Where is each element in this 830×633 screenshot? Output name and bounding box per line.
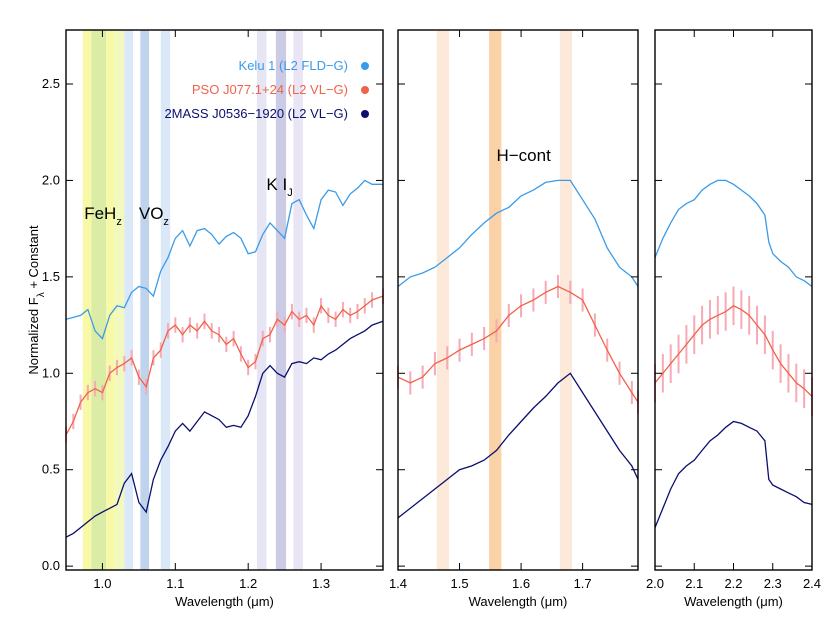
x-axis-title: Wavelength (μm)	[469, 594, 568, 609]
legend-marker	[361, 110, 369, 118]
series-line-1	[397, 179, 639, 288]
annotation: H−cont	[496, 146, 551, 165]
band-2-3	[559, 30, 573, 570]
annotation: K IJ	[266, 175, 292, 199]
band-2-2	[489, 30, 502, 570]
band-1-8	[256, 30, 267, 570]
x-tick-label: 2.1	[685, 576, 703, 591]
panel-frame	[397, 29, 639, 571]
y-tick-label: 2.5	[42, 76, 60, 91]
x-tick-label: 1.2	[239, 576, 257, 591]
band-1-2	[91, 30, 107, 570]
band-1-5	[124, 30, 134, 570]
series-line-1	[654, 179, 813, 288]
series-line-2	[397, 285, 639, 403]
x-tick-label: 1.1	[166, 576, 184, 591]
x-tick-label: 2.4	[803, 576, 821, 591]
panels-layer: 1.0 1.1 1.2 1.3 0.0 0.5 1.0 1.5 2.0 2.5 Wavelength…	[42, 29, 821, 609]
legend-label: PSO J077.1+24 (L2 VL−G)	[192, 82, 348, 97]
band-1-6	[140, 30, 150, 570]
legend: Kelu 1 (L2 FLD−G) PSO J077.1+24 (L2 VL−G)…	[164, 58, 369, 121]
y-axis-title-main: Normalized F	[26, 297, 41, 374]
series-line-1	[65, 179, 383, 340]
panel-frame	[65, 29, 384, 571]
x-tick-label: 2.2	[724, 576, 742, 591]
panel-3: 2.0 2.1 2.2 2.3 2.4 Wavelength (μm)	[646, 29, 821, 609]
annotation: FeHz	[84, 204, 122, 228]
x-axis-title: Wavelength (μm)	[175, 594, 274, 609]
x-tick-label: 2.0	[646, 576, 664, 591]
series-line-2	[65, 295, 384, 436]
x-tick-label: 2.3	[764, 576, 782, 591]
band-1-3	[106, 30, 115, 570]
x-axis-title: Wavelength (μm)	[684, 594, 783, 609]
legend-marker	[361, 62, 369, 70]
x-tick-label: 1.5	[450, 576, 468, 591]
band-1-4	[114, 30, 125, 570]
band-1-7	[160, 30, 171, 570]
annotation: VOz	[139, 204, 169, 228]
y-tick-label: 1.5	[42, 269, 60, 284]
legend-label: Kelu 1 (L2 FLD−G)	[239, 58, 348, 73]
x-tick-label: 1.6	[512, 576, 530, 591]
x-tick-label: 1.0	[93, 576, 111, 591]
y-tick-label: 1.0	[42, 365, 60, 380]
band-1-1	[82, 30, 92, 570]
series-line-2	[654, 305, 813, 397]
y-tick-label: 2.0	[42, 172, 60, 187]
x-tick-label: 1.4	[389, 576, 407, 591]
panel-2: 1.4 1.5 1.6 1.7 Wavelength (μm) H−cont	[389, 29, 639, 609]
y-axis-title-sub: λ	[36, 292, 47, 297]
series-line-3	[65, 320, 384, 538]
series-line-3	[397, 372, 639, 519]
band-1-9	[275, 30, 287, 570]
series-line-3	[654, 420, 813, 528]
band-1-10	[293, 30, 303, 570]
y-axis-title-suffix: + Constant	[26, 225, 41, 292]
legend-label: 2MASS J0536−1920 (L2 VL−G)	[164, 106, 348, 121]
legend-marker	[361, 86, 369, 94]
x-tick-label: 1.7	[574, 576, 592, 591]
band-2-1	[436, 30, 450, 570]
x-tick-label: 1.3	[312, 576, 330, 591]
y-axis-title: Normalized Fλ + Constant	[26, 225, 47, 375]
y-tick-label: 0.0	[42, 558, 60, 573]
y-tick-label: 0.5	[42, 462, 60, 477]
panel-1: 1.0 1.1 1.2 1.3 0.0 0.5 1.0 1.5 2.0 2.5 Wavelength…	[42, 29, 384, 609]
